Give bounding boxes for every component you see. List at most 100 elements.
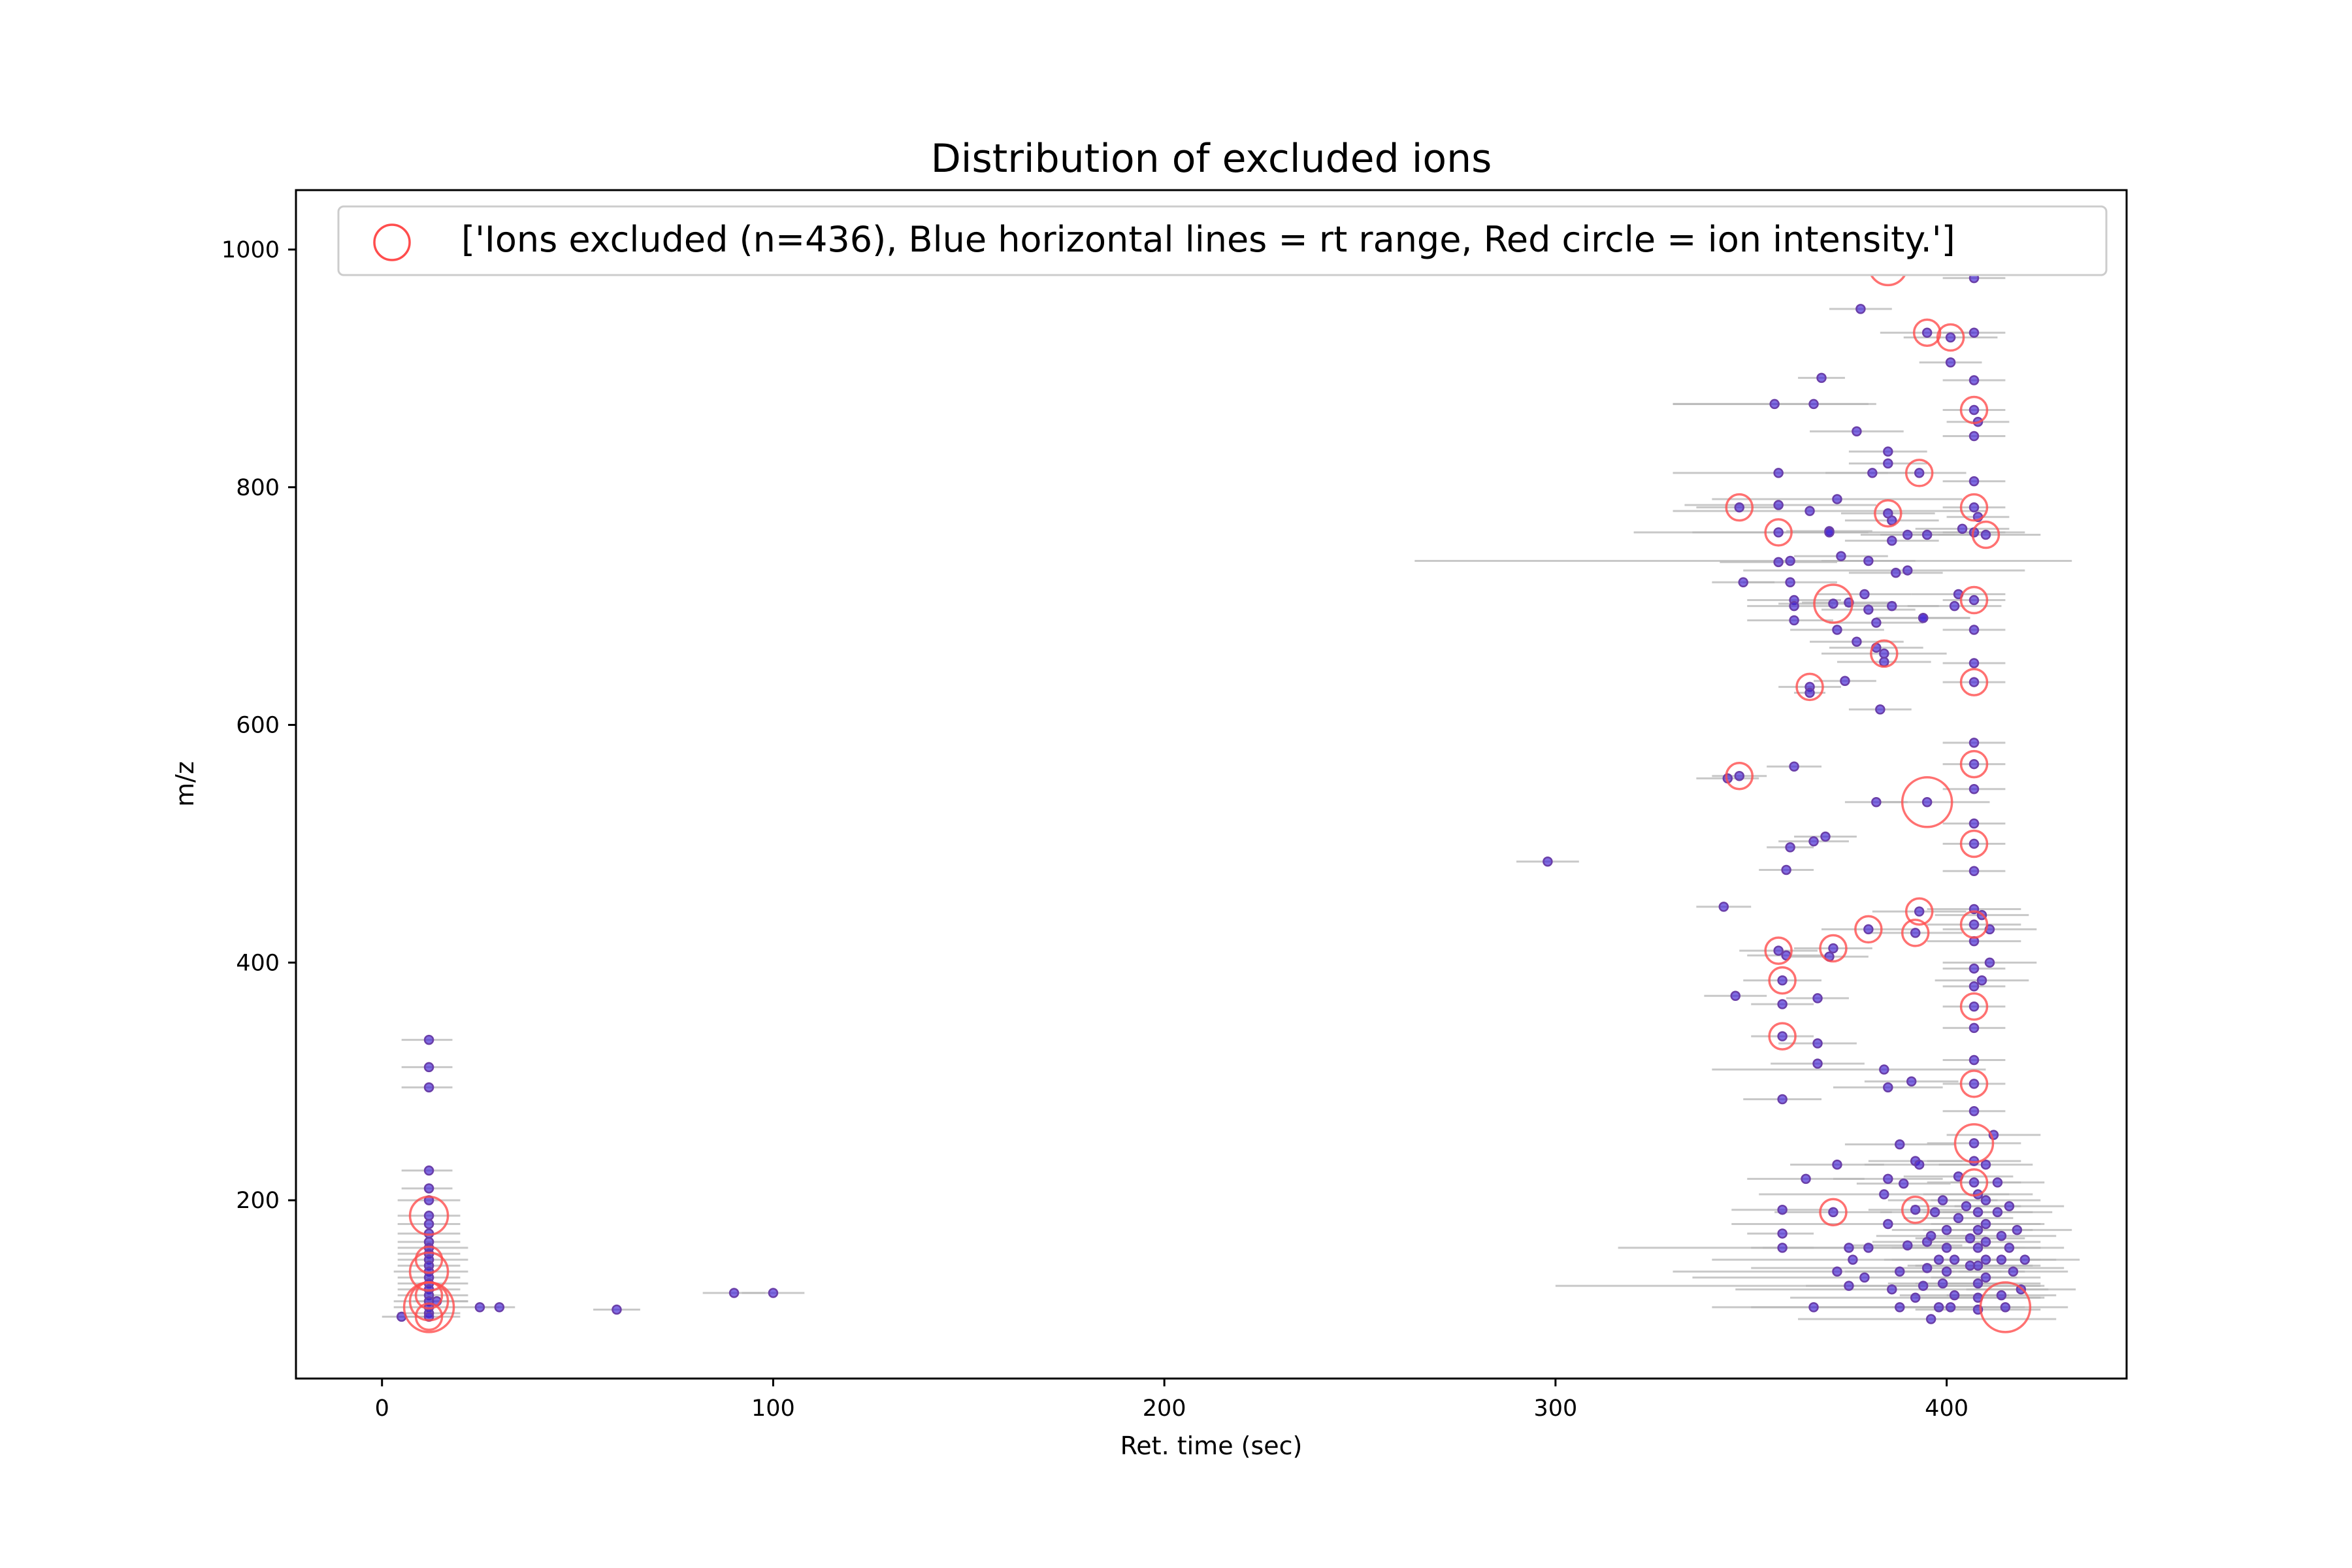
ion-point [1968,838,1980,849]
ion-point [1992,1177,2003,1188]
ion-point [1968,1177,1980,1188]
ion-point [1812,1058,1823,1069]
ion-point [423,1062,434,1073]
ion-point [1812,993,1823,1004]
ion-point [1879,648,1889,659]
ion-point [1972,1278,1984,1289]
ion-point [1906,1076,1917,1086]
ion-point [1957,523,1968,534]
intensity-circle [1959,992,1989,1021]
intensity-circle [1959,749,1989,779]
ion-point [1887,1284,1897,1295]
ion-point [1840,676,1850,686]
y-axis-ticks: 200 400 600 800 1000 [221,237,296,1214]
intensity-circle [408,1251,449,1292]
ion-point [1968,595,1980,606]
y-tick-label: 600 [236,713,280,739]
ion-point [1980,1254,1991,1265]
intensity-circle [1901,776,1953,828]
ion-point [1921,327,1933,338]
ion-point [1883,1082,1893,1093]
ion-point [1949,1290,1960,1301]
ion-point [423,1218,434,1230]
ion-point [1968,658,1980,668]
ion-point [1891,567,1901,578]
y-tick-label: 400 [236,950,280,976]
intensity-circle [1959,585,1989,615]
ion-point [423,1183,434,1194]
ion-point [1933,1302,1944,1313]
intensity-circle [1971,520,2001,549]
x-tick-label: 100 [751,1396,795,1422]
ion-point [612,1304,622,1315]
intensity-circle [1870,639,1899,668]
intensity-circle [1764,518,1793,547]
y-tick-label: 200 [236,1188,280,1214]
ion-point [1980,1195,1991,1205]
ion-point [1832,1266,1842,1277]
ion-point [1848,1254,1858,1265]
ion-point [1929,1207,1940,1218]
ion-point [1945,1302,1956,1313]
ion-point [1773,945,1784,956]
ion-point [1718,902,1729,912]
intensity-circle [1854,915,1883,944]
intensity-circle [1874,499,1903,528]
ion-point [1844,1243,1854,1253]
ion-point [1777,975,1788,986]
ion-point [1996,1230,2007,1241]
ion-point [1863,1243,1874,1253]
ion-point [1968,375,1980,385]
ion-point [2008,1266,2019,1277]
ion-point [1968,327,1980,338]
intensity-circle [1936,323,1965,352]
intensity-circle [1768,966,1797,995]
ion-point [1898,1178,1909,1189]
ion-point [1921,529,1933,540]
ion-point [1855,304,1866,314]
intensity-circle [1725,493,1754,522]
ion-point [1773,468,1784,478]
ion-point [1785,555,1795,566]
ion-point [2012,1224,2023,1235]
ion-point [1879,657,1889,667]
ion-point [1832,494,1842,504]
ion-point [1887,535,1897,546]
intensity-circle [1959,493,1989,522]
ion-point [1972,1260,1984,1271]
ion-point [1949,1254,1960,1265]
ion-point [1808,399,1819,410]
ion-point [1777,999,1788,1009]
ion-point [1910,1204,1921,1215]
ion-point [768,1288,779,1298]
ion-point [1968,1022,1980,1034]
ion-point [1965,1233,1976,1244]
ion-point [1937,1278,1948,1289]
ion-point [1832,1159,1842,1170]
ion-point [1968,784,1980,794]
ion-point [1789,761,1799,772]
ion-point [1914,906,1925,917]
ion-point [1852,636,1862,647]
legend-marker-red-circle [373,223,411,261]
ion-point [1820,831,1831,842]
x-tick-label: 0 [375,1396,389,1422]
ion-point [1836,551,1846,562]
ion-point [1992,1207,2003,1218]
x-axis-label: Ret. time (sec) [1120,1431,1303,1460]
ion-point [423,1211,434,1221]
legend-box [337,205,2108,276]
y-tick-label: 800 [236,475,280,501]
ion-point [1777,1031,1788,1041]
ion-point [1812,1038,1823,1049]
ion-point [1875,704,1886,715]
intensity-circle [1904,459,1934,487]
ion-point [1805,506,1815,516]
intensity-circle [1768,1022,1797,1051]
ion-point [1945,357,1956,368]
ion-point [728,1288,740,1298]
ion-point [1968,1054,1980,1066]
ion-point [1879,1064,1889,1075]
ion-point [1925,1314,1936,1324]
